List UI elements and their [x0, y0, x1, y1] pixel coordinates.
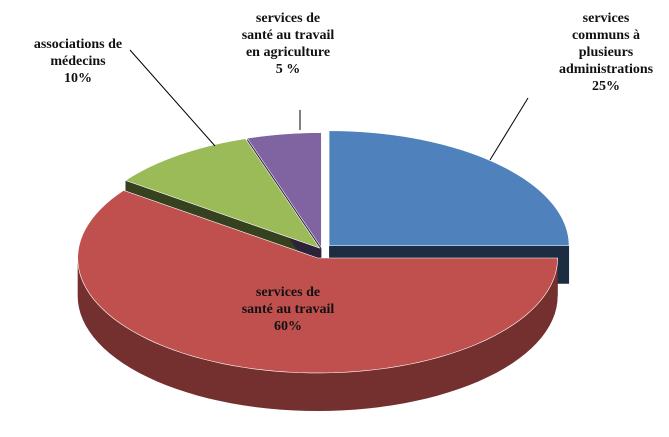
slice-side	[77, 257, 558, 411]
slice	[246, 132, 322, 249]
slice-label: services de santé au travail en agricultur…	[242, 11, 335, 60]
slice-label-line: services de	[256, 11, 320, 26]
slice-label: services de santé au travail	[242, 285, 335, 317]
slice-label-line: en agriculture	[246, 45, 330, 60]
slice-label-line: services de	[256, 285, 320, 300]
slice-label-line: associations de	[34, 37, 122, 52]
slice-label-line: communs à	[572, 28, 640, 43]
slice-value-label: 60%	[274, 319, 302, 334]
slice-label-line: santé au travail	[242, 28, 335, 43]
slice	[328, 130, 570, 247]
slice-label-line: services	[583, 11, 630, 26]
slice-label-line: administrations	[559, 62, 654, 77]
slice	[124, 138, 321, 249]
slice-label: services communs à plusieurs administration…	[559, 11, 654, 77]
slice-value-label: 25%	[592, 79, 620, 94]
slice-label-line: plusieurs	[579, 45, 634, 60]
leader-line	[129, 49, 216, 147]
slice	[77, 190, 558, 374]
leader-line	[489, 97, 529, 161]
slice-label-line: santé au travail	[242, 302, 335, 317]
pie-tops	[77, 130, 570, 374]
slice-label-line: médecins	[50, 54, 106, 69]
slice-value-label: 5 %	[276, 62, 301, 77]
slice-label: associations de médecins	[34, 37, 122, 69]
slice-value-label: 10%	[64, 71, 92, 86]
